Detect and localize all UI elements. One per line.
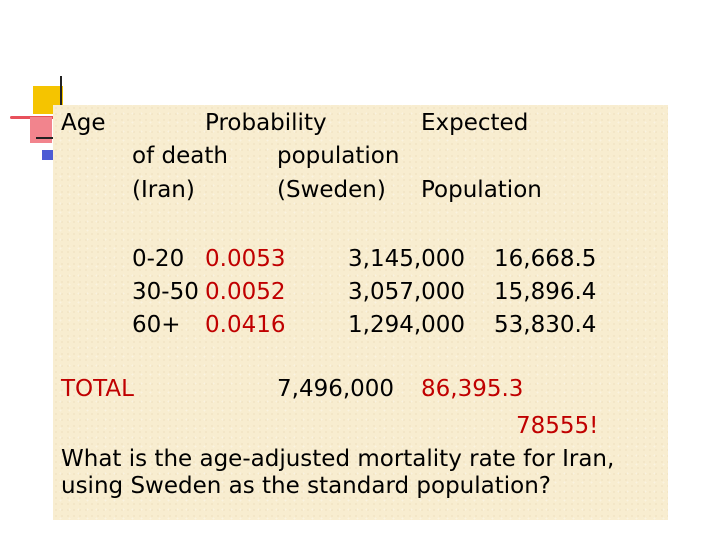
header-sweden: (Sweden) [277, 177, 386, 203]
decorative-vertical-line [60, 76, 62, 108]
total-population: 7,496,000 [277, 376, 395, 402]
row-age: 60+ [132, 312, 181, 338]
row-age: 0-20 [132, 246, 185, 272]
header-of-death: of death [132, 143, 228, 169]
decorative-horizontal-line [36, 137, 58, 139]
decorative-blue-square [42, 150, 54, 160]
header-probability: Probability [205, 110, 327, 136]
header-population-2: Population [421, 177, 542, 203]
header-age: Age [61, 110, 106, 136]
header-iran: (Iran) [132, 177, 195, 203]
total-expected: 86,395.3 [421, 376, 524, 402]
row-probability: 0.0053 [205, 246, 286, 272]
total-label: TOTAL [61, 376, 134, 402]
row-expected: 16,668.5 [494, 246, 597, 272]
header-population: population [277, 143, 400, 169]
row-age: 30-50 [132, 279, 199, 305]
row-population: 1,294,000 [348, 312, 466, 338]
total-note: 78555! [516, 413, 599, 439]
content-panel [53, 105, 668, 520]
row-expected: 15,896.4 [494, 279, 597, 305]
question-line-2: using Sweden as the standard population? [61, 473, 552, 499]
row-population: 3,057,000 [348, 279, 466, 305]
row-probability: 0.0052 [205, 279, 286, 305]
question-line-1: What is the age-adjusted mortality rate … [61, 446, 615, 472]
row-population: 3,145,000 [348, 246, 466, 272]
header-expected: Expected [421, 110, 529, 136]
row-expected: 53,830.4 [494, 312, 597, 338]
decorative-pink-square [30, 117, 52, 143]
row-probability: 0.0416 [205, 312, 286, 338]
